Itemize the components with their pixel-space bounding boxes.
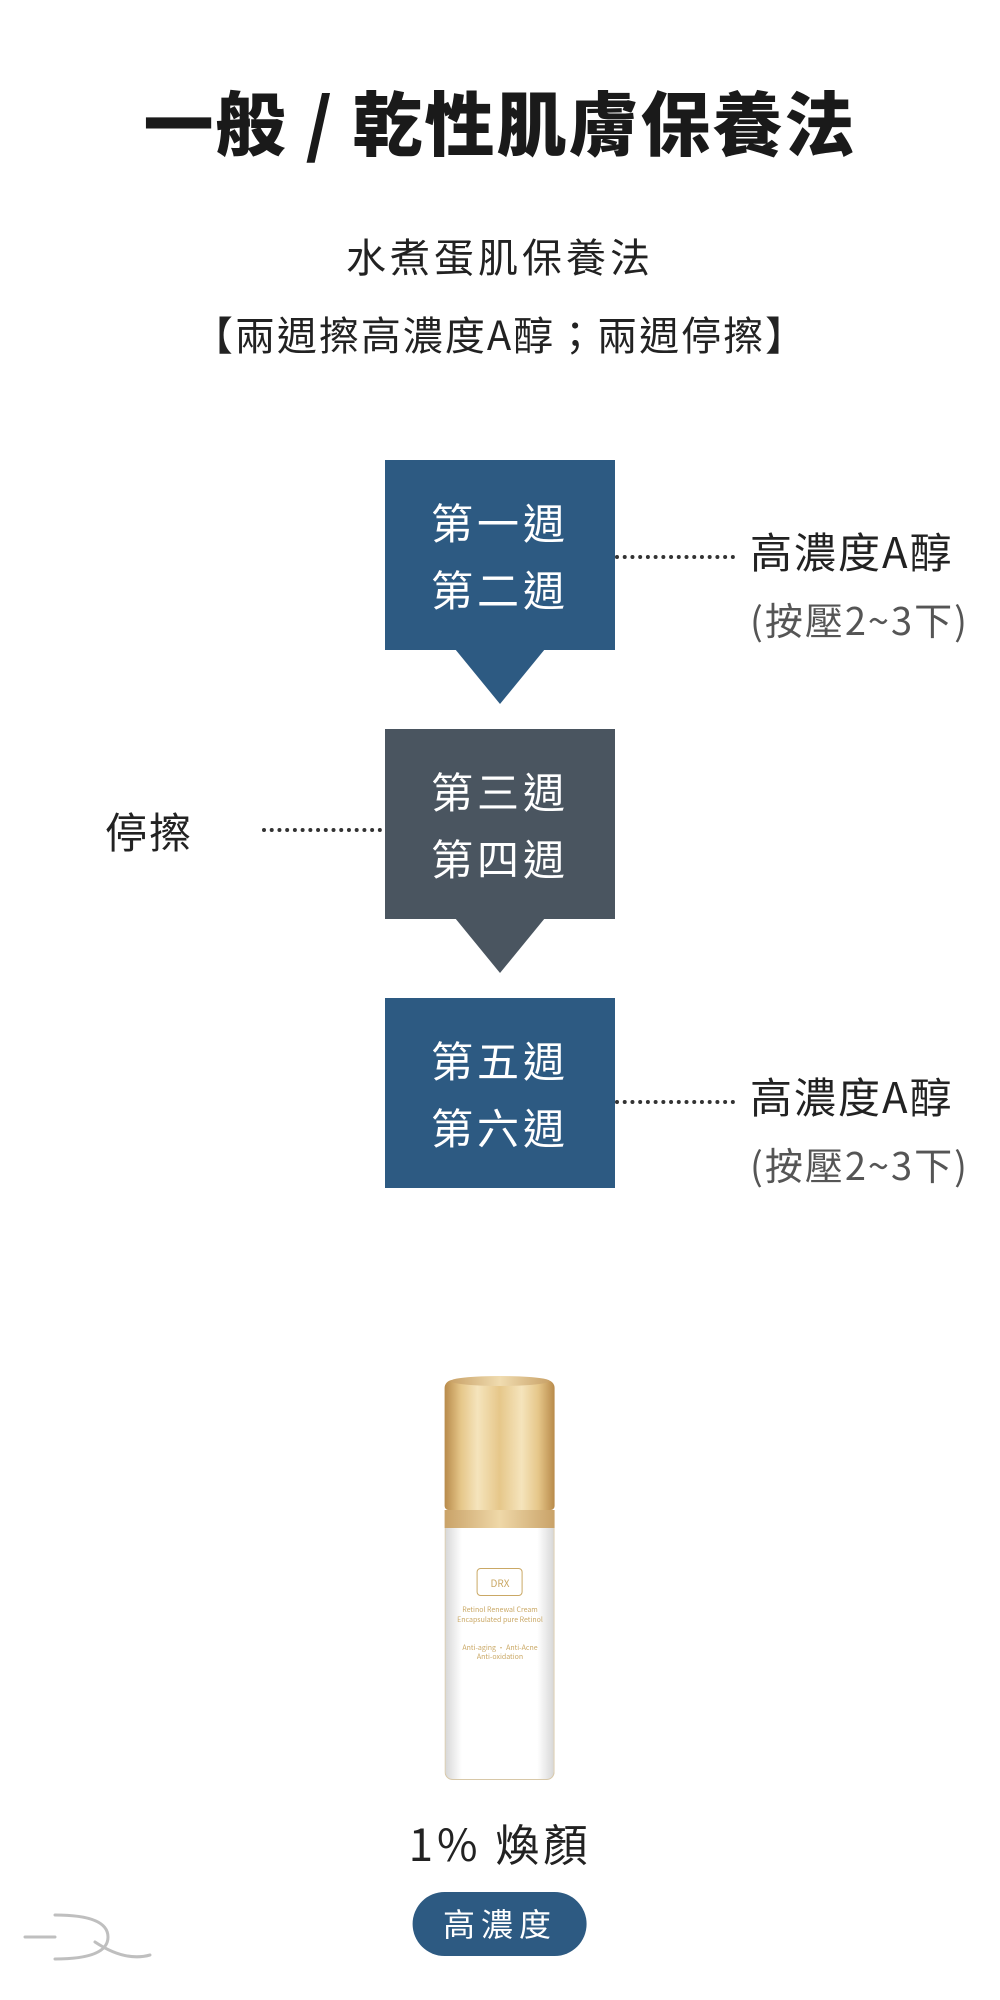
flow-arrow-icon: [455, 649, 545, 704]
flow-box-week3-4: 第三週 第四週: [385, 729, 615, 919]
flow-box-line: 第二週: [431, 555, 569, 622]
annotation-left: 停擦: [105, 800, 193, 861]
flow-box-line: 第六週: [431, 1093, 569, 1160]
product-name: 1% 煥顏: [409, 1810, 592, 1874]
page-title: 一般 / 乾性肌膚保養法: [0, 0, 1000, 171]
brand-badge: DRX: [477, 1568, 523, 1596]
annotation-label: 高濃度A醇: [750, 1065, 969, 1126]
flow-box-line: 第一週: [431, 488, 569, 555]
flowchart: 第一週 第二週 第三週 第四週 第五週 第六週: [385, 460, 615, 1188]
subtitle-line1: 水煮蛋肌保養法: [0, 226, 1000, 284]
annotation-sublabel: (按壓2~3下): [750, 1136, 969, 1191]
annotation-label: 停擦: [105, 800, 193, 861]
dotted-connector: [262, 828, 382, 832]
brand-logo-icon: [20, 1907, 160, 1972]
product-section: DRX Retinol Renewal CreamEncapsulated pu…: [409, 1380, 592, 1956]
product-badge: 高濃度: [413, 1892, 587, 1956]
annotation-label: 高濃度A醇: [750, 520, 969, 581]
flow-box-week5-6: 第五週 第六週: [385, 998, 615, 1188]
annotation-sublabel: (按壓2~3下): [750, 591, 969, 646]
dotted-connector: [615, 555, 735, 559]
flow-box-line: 第五週: [431, 1026, 569, 1093]
product-bottle-icon: DRX Retinol Renewal CreamEncapsulated pu…: [445, 1380, 555, 1780]
bottle-text: Anti-aging · Anti-AcneAnti-oxidation: [462, 1644, 537, 1664]
flow-box-week1-2: 第一週 第二週: [385, 460, 615, 650]
annotation-right-1: 高濃度A醇 (按壓2~3下): [750, 520, 969, 646]
flow-box-line: 第三週: [431, 757, 569, 824]
dotted-connector: [615, 1100, 735, 1104]
bottle-text: Retinol Renewal CreamEncapsulated pure R…: [457, 1606, 543, 1626]
subtitle-line2: 【兩週擦高濃度A醇；兩週停擦】: [0, 304, 1000, 362]
annotation-right-2: 高濃度A醇 (按壓2~3下): [750, 1065, 969, 1191]
flow-arrow-icon: [455, 918, 545, 973]
flow-box-line: 第四週: [431, 824, 569, 891]
